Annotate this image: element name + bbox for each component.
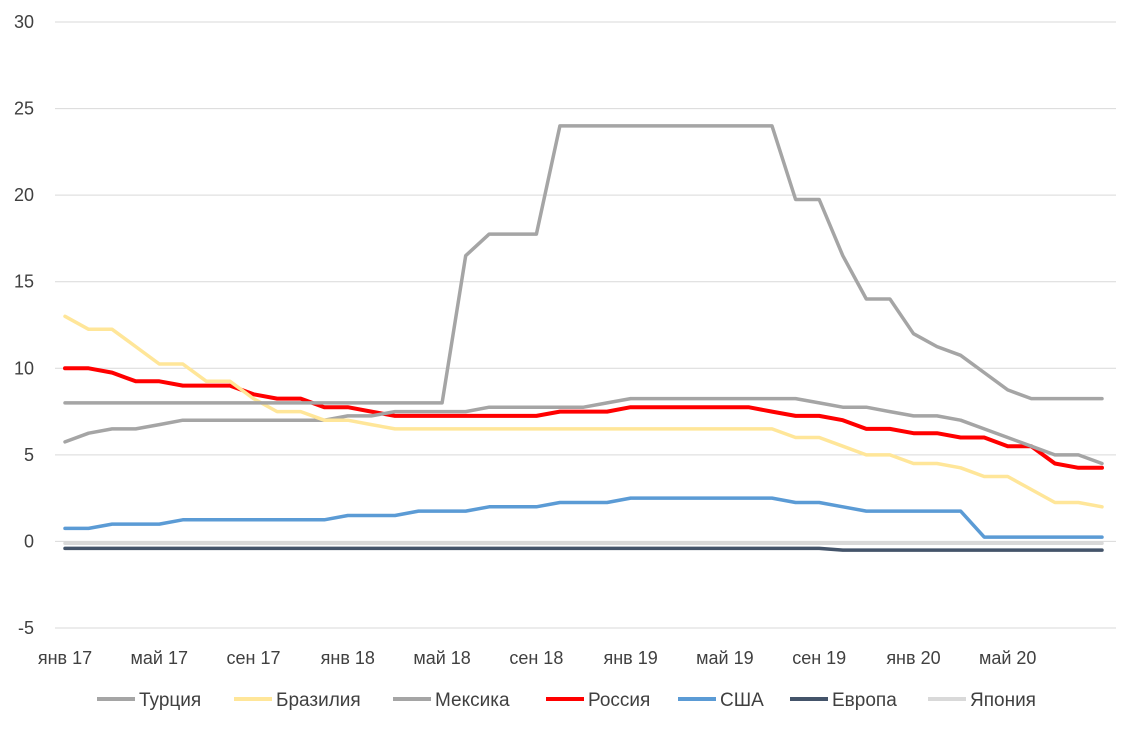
legend-item: Мексика <box>393 690 510 711</box>
legend-item: Япония <box>928 690 1036 711</box>
gridlines <box>55 21 1116 629</box>
legend-label: Япония <box>970 690 1036 711</box>
y-tick-label: 25 <box>14 99 34 119</box>
legend-label: США <box>720 690 764 711</box>
y-tick-label: 5 <box>24 445 34 465</box>
x-tick-label: май 17 <box>131 648 188 668</box>
y-axis-ticks: -5 0 5 10 15 20 25 30 <box>14 12 34 638</box>
legend-item: Бразилия <box>234 690 361 711</box>
x-tick-label: май 18 <box>413 648 470 668</box>
series-line-5 <box>63 546 1104 552</box>
series-lines <box>63 124 1104 552</box>
y-tick-label: 15 <box>14 272 34 292</box>
legend-label: Турция <box>139 690 201 711</box>
x-tick-label: сен 17 <box>227 648 281 668</box>
x-tick-label: янв 20 <box>886 648 940 668</box>
legend-item: Европа <box>790 690 897 711</box>
x-tick-label: сен 19 <box>792 648 846 668</box>
x-tick-label: сен 18 <box>509 648 563 668</box>
legend-label: Бразилия <box>276 690 361 711</box>
x-tick-label: май 19 <box>696 648 753 668</box>
legend-item: Россия <box>546 690 650 711</box>
y-tick-label: 30 <box>14 12 34 32</box>
legend-item: Турция <box>97 690 201 711</box>
y-tick-label: -5 <box>18 618 34 638</box>
x-tick-label: янв 18 <box>321 648 375 668</box>
legend-label: Мексика <box>435 690 510 711</box>
y-tick-label: 20 <box>14 185 34 205</box>
series-line-4 <box>63 496 1104 539</box>
legend: Турция Бразилия Мексика Россия США Европа Япон… <box>97 690 1036 711</box>
x-axis-ticks: янв 17 май 17 сен 17 янв 18 май 18 сен 18 янв … <box>38 648 1037 668</box>
series-line-2 <box>63 396 1104 466</box>
series-line-1 <box>63 314 1104 509</box>
x-tick-label: янв 19 <box>603 648 657 668</box>
legend-label: Европа <box>832 690 897 711</box>
x-tick-label: янв 17 <box>38 648 92 668</box>
series-line-0 <box>63 124 1104 405</box>
x-tick-label: май 20 <box>979 648 1036 668</box>
y-tick-label: 10 <box>14 358 34 378</box>
legend-label: Россия <box>588 690 650 711</box>
y-tick-label: 0 <box>24 531 34 551</box>
legend-item: США <box>678 690 764 711</box>
